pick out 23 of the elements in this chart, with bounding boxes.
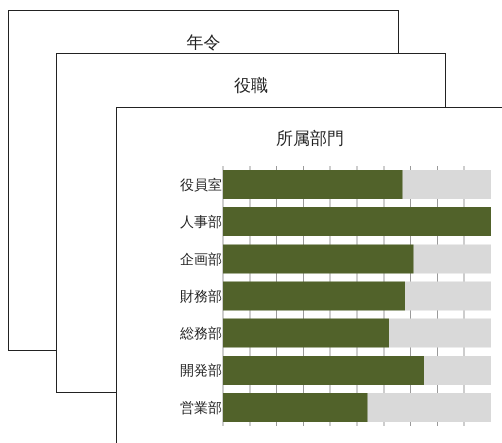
y-tick-label: 営業部 bbox=[180, 400, 222, 416]
y-tick-label: 財務部 bbox=[180, 288, 222, 305]
bar bbox=[223, 356, 424, 385]
bar bbox=[223, 392, 368, 422]
bar bbox=[389, 318, 491, 348]
chart-title: 所属部門 bbox=[276, 128, 344, 149]
y-tick-label: 役員室 bbox=[180, 177, 222, 194]
bar bbox=[223, 318, 390, 348]
bar bbox=[223, 170, 403, 200]
bar bbox=[368, 392, 491, 422]
bar bbox=[223, 244, 414, 274]
bar bbox=[424, 356, 491, 385]
bar bbox=[413, 244, 491, 274]
y-tick-label: 企画部 bbox=[180, 252, 222, 268]
text: 年令 bbox=[186, 32, 222, 54]
text: 役職 bbox=[233, 75, 269, 97]
y-tick-label: 総務部 bbox=[179, 326, 222, 342]
y-tick-label: 開発部 bbox=[180, 363, 222, 380]
bar bbox=[223, 207, 491, 236]
bar bbox=[223, 282, 406, 310]
y-tick-label: 人事部 bbox=[180, 214, 222, 231]
bar bbox=[405, 282, 491, 310]
bar bbox=[402, 170, 491, 200]
